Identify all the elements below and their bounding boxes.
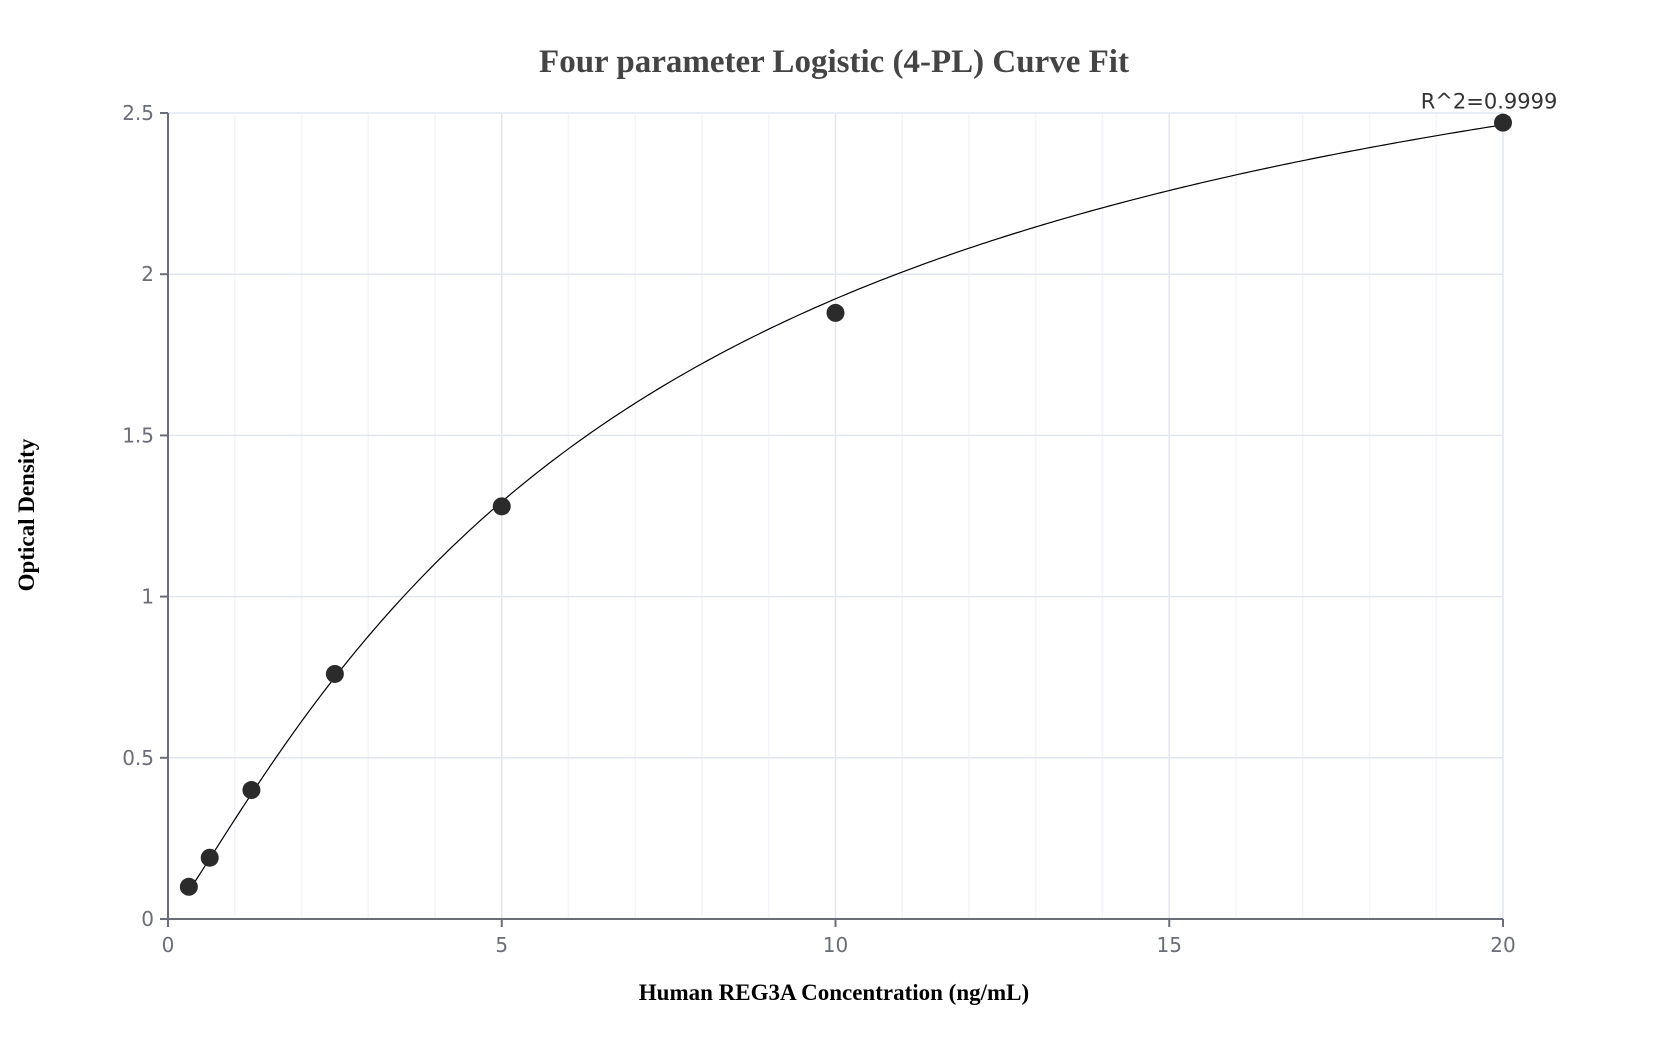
y-tick-label: 1 (141, 585, 154, 609)
y-tick-label: 0.5 (122, 746, 154, 770)
y-tick-label: 0 (141, 907, 154, 931)
y-axis-title: Optical Density (14, 438, 39, 591)
data-point (1494, 113, 1512, 132)
x-tick-label: 15 (1157, 933, 1182, 957)
fit-curve (188, 124, 1504, 892)
data-point (492, 497, 511, 516)
data-point (179, 877, 198, 896)
x-tick-label: 0 (162, 933, 175, 957)
y-axis-ticks: 0 0.5 1 1.5 2 2.5 (122, 101, 168, 931)
data-point (200, 848, 219, 867)
y-tick-label: 2 (141, 262, 154, 286)
x-axis-title: Human REG3A Concentration (ng/mL) (639, 980, 1029, 1005)
x-axis-ticks: 0 5 10 15 20 (162, 919, 1516, 957)
r-squared-annotation: R^2=0.9999 (1421, 90, 1558, 114)
x-tick-label: 10 (823, 933, 848, 957)
data-point (242, 781, 261, 800)
chart-title: Four parameter Logistic (4-PL) Curve Fit (539, 44, 1129, 80)
data-point (826, 303, 845, 322)
grid-minor (234, 113, 1437, 919)
y-tick-label: 1.5 (122, 423, 154, 447)
x-tick-label: 20 (1490, 933, 1515, 957)
data-point (325, 664, 344, 683)
data-points (179, 113, 1512, 896)
y-tick-label: 2.5 (122, 101, 154, 125)
x-tick-label: 5 (495, 933, 508, 957)
grid-major (168, 112, 1504, 919)
